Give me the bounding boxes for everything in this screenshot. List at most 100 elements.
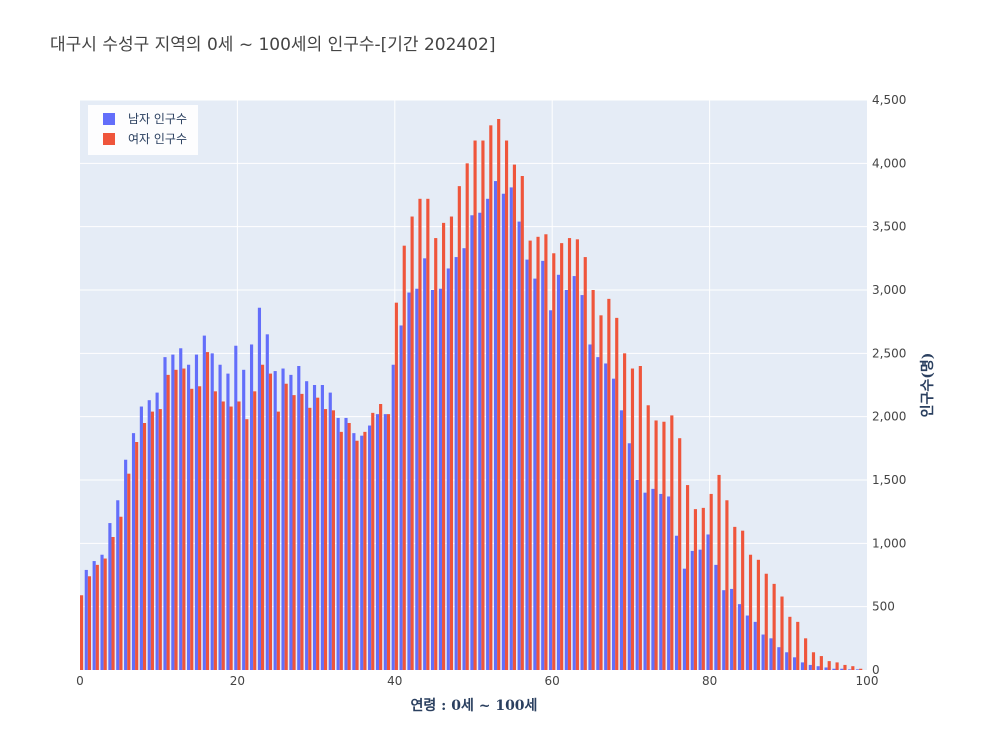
male-bar-age-44[interactable] (423, 258, 427, 670)
female-bar-age-52[interactable] (489, 125, 493, 670)
female-bar-age-15[interactable] (198, 386, 202, 670)
female-bar-age-43[interactable] (418, 198, 422, 671)
female-bar-age-6[interactable] (127, 473, 131, 670)
male-bar-age-88[interactable] (769, 638, 773, 670)
male-bar-age-56[interactable] (517, 221, 521, 670)
male-bar-age-37[interactable] (368, 425, 372, 670)
female-bar-age-1[interactable] (87, 576, 92, 670)
male-bar-age-27[interactable] (289, 374, 293, 670)
female-bar-age-88[interactable] (772, 583, 776, 670)
male-bar-age-26[interactable] (281, 368, 285, 670)
female-bar-age-82[interactable] (725, 500, 729, 670)
female-bar-age-32[interactable] (331, 410, 335, 670)
female-bar-age-46[interactable] (442, 222, 446, 670)
female-bar-age-3[interactable] (103, 558, 107, 670)
female-bar-age-54[interactable] (504, 140, 509, 670)
male-bar-age-17[interactable] (210, 353, 214, 670)
male-bar-age-69[interactable] (619, 410, 624, 670)
female-bar-age-75[interactable] (670, 415, 674, 670)
male-bar-age-31[interactable] (320, 385, 324, 670)
female-bar-age-58[interactable] (536, 236, 540, 671)
female-bar-age-28[interactable] (300, 393, 304, 670)
female-bar-age-95[interactable] (827, 661, 831, 670)
male-bar-age-29[interactable] (305, 381, 309, 670)
female-bar-age-11[interactable] (166, 374, 170, 670)
female-bar-age-16[interactable] (205, 352, 210, 670)
male-bar-age-57[interactable] (525, 259, 529, 670)
female-bar-age-49[interactable] (465, 163, 469, 670)
male-bar-age-2[interactable] (92, 561, 96, 670)
female-bar-age-31[interactable] (323, 409, 328, 670)
female-bar-age-65[interactable] (591, 290, 595, 670)
female-bar-age-70[interactable] (630, 368, 635, 670)
female-bar-age-26[interactable] (284, 383, 288, 670)
male-bar-age-41[interactable] (399, 325, 403, 670)
female-bar-age-13[interactable] (182, 368, 186, 670)
female-bar-age-45[interactable] (434, 238, 438, 670)
male-bar-age-78[interactable] (690, 550, 694, 670)
male-bar-age-4[interactable] (108, 523, 112, 670)
male-bar-age-98[interactable] (848, 669, 852, 670)
male-bar-age-42[interactable] (407, 292, 411, 670)
male-bar-age-87[interactable] (761, 634, 765, 670)
male-bar-age-89[interactable] (777, 647, 781, 670)
male-bar-age-33[interactable] (336, 417, 340, 670)
female-bar-age-81[interactable] (717, 474, 721, 670)
female-bar-age-56[interactable] (520, 176, 524, 670)
male-bar-age-1[interactable] (84, 569, 88, 670)
male-bar-age-81[interactable] (714, 564, 718, 670)
male-bar-age-75[interactable] (667, 496, 671, 670)
male-bar-age-19[interactable] (226, 373, 230, 670)
male-bar-age-99[interactable] (855, 669, 860, 670)
female-bar-age-29[interactable] (308, 407, 312, 670)
male-bar-age-94[interactable] (816, 666, 820, 670)
female-bar-age-73[interactable] (654, 420, 658, 670)
male-bar-age-51[interactable] (478, 212, 482, 671)
female-bar-age-98[interactable] (851, 666, 855, 670)
female-bar-age-47[interactable] (449, 216, 454, 670)
male-bar-age-10[interactable] (155, 392, 159, 670)
male-bar-age-38[interactable] (375, 414, 380, 670)
male-bar-age-21[interactable] (242, 369, 246, 670)
female-bar-age-5[interactable] (119, 516, 123, 670)
male-bar-age-50[interactable] (470, 215, 474, 670)
female-bar-age-39[interactable] (386, 414, 391, 670)
female-bar-age-53[interactable] (497, 119, 501, 670)
male-bar-age-53[interactable] (493, 181, 498, 670)
male-bar-age-30[interactable] (312, 385, 317, 670)
male-bar-age-71[interactable] (635, 480, 639, 670)
female-bar-age-62[interactable] (567, 238, 572, 670)
female-bar-age-59[interactable] (544, 234, 548, 670)
male-bar-age-55[interactable] (509, 187, 513, 670)
male-bar-age-77[interactable] (682, 568, 686, 670)
legend-label-female[interactable]: 여자 인구수 (128, 132, 187, 146)
male-bar-age-82[interactable] (722, 590, 726, 670)
female-bar-age-19[interactable] (229, 406, 233, 670)
legend-label-male[interactable]: 남자 인구수 (128, 112, 187, 126)
female-bar-age-17[interactable] (213, 391, 217, 670)
male-bar-age-65[interactable] (588, 344, 592, 670)
female-bar-age-77[interactable] (685, 485, 690, 670)
female-bar-age-79[interactable] (701, 507, 705, 670)
male-bar-age-74[interactable] (659, 493, 663, 670)
male-bar-age-91[interactable] (793, 657, 797, 670)
male-bar-age-64[interactable] (580, 295, 584, 670)
female-bar-age-85[interactable] (748, 554, 753, 670)
female-bar-age-64[interactable] (583, 257, 587, 670)
male-bar-age-76[interactable] (674, 535, 679, 670)
female-bar-age-76[interactable] (678, 438, 682, 670)
male-bar-age-39[interactable] (383, 414, 387, 670)
female-bar-age-55[interactable] (512, 164, 516, 670)
female-bar-age-42[interactable] (410, 216, 414, 670)
female-bar-age-30[interactable] (316, 397, 320, 670)
male-bar-age-14[interactable] (187, 364, 191, 670)
female-bar-age-97[interactable] (843, 664, 847, 670)
male-bar-age-95[interactable] (824, 667, 828, 670)
male-bar-age-73[interactable] (651, 488, 655, 670)
female-bar-age-51[interactable] (481, 140, 485, 670)
male-bar-age-43[interactable] (415, 288, 419, 670)
male-bar-age-49[interactable] (462, 248, 466, 670)
male-bar-age-60[interactable] (549, 310, 553, 670)
female-bar-age-74[interactable] (662, 421, 666, 670)
male-bar-age-79[interactable] (698, 549, 702, 670)
